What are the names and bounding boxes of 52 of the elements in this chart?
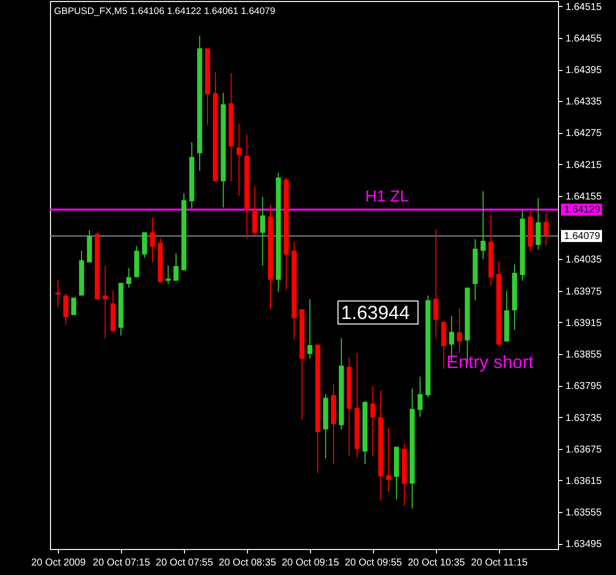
y-tick-label: 1.63855 [566,350,602,361]
x-tick-label: 20 Oct 07:55 [156,558,214,568]
candlestick [433,228,438,339]
x-tick-label: 20 Oct 08:35 [218,558,276,568]
candlestick [142,232,148,258]
y-tick-label: 1.64035 [566,254,602,266]
x-tick-label: 20 Oct 11:15 [471,558,528,568]
x-tick-label: 20 Oct 09:15 [282,558,340,568]
y-tick-label: 1.64455 [566,33,602,44]
y-tick-label: 1.64155 [566,191,602,202]
candlestick [252,186,258,237]
candlestick [63,292,68,326]
x-tick-label: 20 Oct 10:35 [408,558,466,568]
y-tick-label: 1.63675 [566,444,602,456]
text: GBPUSD_FX,M5 1.64106 1.64122 1.64061 1.64079 [54,6,276,17]
candlestick [236,123,242,196]
candlestick [307,298,312,360]
y-tick-label: 1.63615 [566,476,602,487]
candlestick [150,217,155,263]
candlestick [418,376,423,418]
ref-line-label: H1 ZL [365,188,409,206]
y-tick-label: 1.64275 [566,128,602,140]
ref-line-label: 1.64079 [564,231,601,242]
candlestick [166,265,171,284]
candlestick [544,212,549,246]
text: 1.64129 [564,204,601,216]
candlestick [536,198,541,250]
y-tick-label: 1.63915 [566,318,602,329]
y-tick-label: 1.63555 [566,508,602,519]
annotation: 1.63944 [341,303,410,324]
candlestick [386,428,392,492]
candlestick [55,279,60,308]
y-tick-label: 1.64395 [566,65,602,76]
candlestick [260,196,266,266]
x-tick-label: 20 Oct 2009 [31,558,86,568]
x-tick-label: 20 Oct 07:15 [92,558,150,568]
y-tick-label: 1.63495 [566,539,602,550]
candlestick [174,252,179,282]
candlestick [480,190,486,260]
candlestick [71,297,76,316]
y-tick-label: 1.64215 [566,160,602,171]
y-tick-label: 1.64335 [566,96,602,108]
annotation: Entry short [446,352,534,372]
candlestick [126,268,132,288]
candlestick [456,308,462,354]
x-tick-label: 20 Oct 09:55 [344,558,402,568]
candlestick [102,266,108,339]
y-tick-label: 1.63975 [566,286,602,298]
candlestick [370,386,376,456]
y-tick-label: 1.63735 [566,412,602,424]
y-tick-label: 1.63795 [566,381,602,392]
y-tick-label: 1.64515 [566,2,602,13]
